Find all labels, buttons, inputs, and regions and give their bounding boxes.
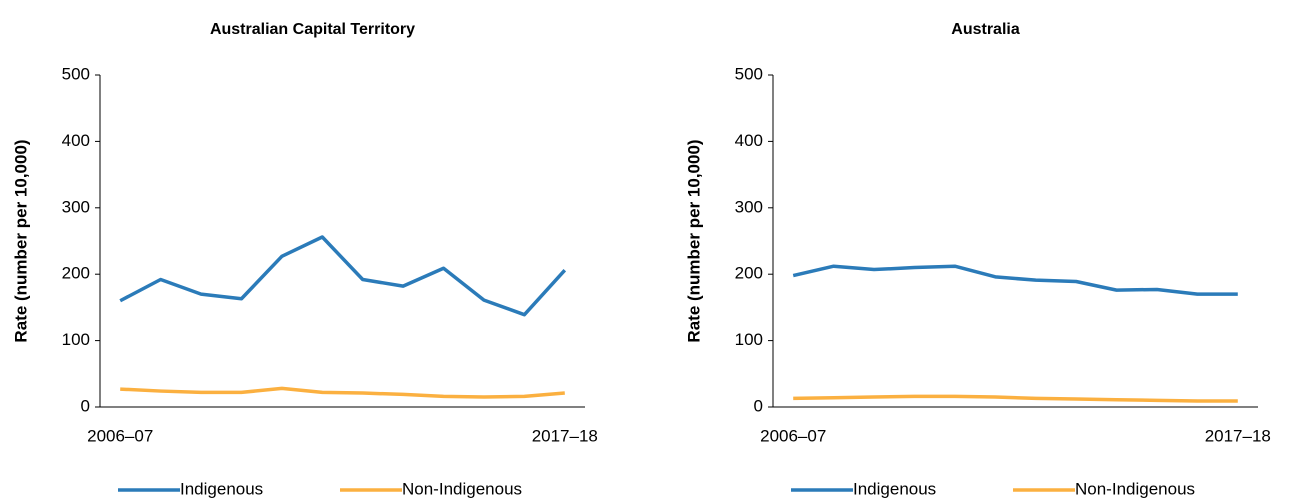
series-line	[119, 235, 567, 317]
y-axis-label: Rate (number per 10,000)	[684, 139, 703, 342]
chart-title: Australian Capital Territory	[210, 21, 415, 38]
y-tick-label: 0	[81, 396, 90, 415]
y-tick-label: 400	[62, 131, 90, 150]
y-tick-label: 300	[62, 197, 90, 216]
x-tick-label: 2006–07	[760, 426, 826, 445]
y-tick-label: 500	[735, 64, 763, 83]
panel: Australian Capital Territory Rate (number…	[11, 21, 597, 498]
legend-label: Indigenous	[180, 479, 263, 498]
series-line	[792, 264, 1238, 296]
chart-title: Australia	[951, 21, 1020, 38]
series-line	[120, 386, 565, 399]
y-tick-label: 200	[735, 264, 763, 283]
y-tick-label: 500	[62, 64, 90, 83]
legend-label: Non-Indigenous	[1075, 479, 1195, 498]
y-tick-label: 100	[735, 330, 763, 349]
y-tick-label: 400	[735, 131, 763, 150]
series-line	[793, 394, 1238, 403]
y-tick-label: 100	[62, 330, 90, 349]
x-tick-label: 2017–18	[1205, 426, 1271, 445]
y-tick-label: 0	[754, 396, 763, 415]
y-tick-label: 200	[62, 264, 90, 283]
x-tick-label: 2006–07	[87, 426, 153, 445]
x-tick-label: 2017–18	[532, 426, 598, 445]
y-axis-label: Rate (number per 10,000)	[11, 139, 30, 342]
y-tick-label: 300	[735, 197, 763, 216]
legend-label: Non-Indigenous	[402, 479, 522, 498]
legend-label: Indigenous	[853, 479, 936, 498]
panel: Australia Rate (number per 10,000) 0 100 200…	[684, 21, 1270, 498]
